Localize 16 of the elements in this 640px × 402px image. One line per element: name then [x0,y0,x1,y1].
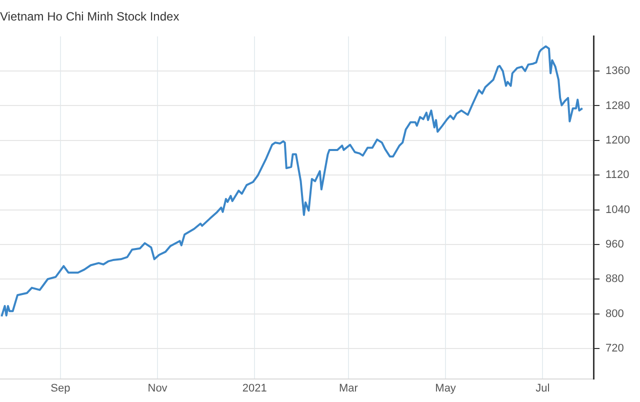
x-tick-label: Sep [50,382,70,394]
x-tick-label: May [435,382,456,394]
y-tick-label: 880 [606,273,624,286]
x-tick-label: Nov [148,382,168,394]
y-tick-label: 1280 [606,100,630,112]
y-tick-label: 800 [606,308,624,320]
y-tick-label: 1200 [606,134,630,146]
y-tick-label: 960 [606,238,624,250]
y-tick-label: 1360 [606,65,630,78]
y-tick-label: 1120 [606,169,630,182]
y-tick-label: 1040 [606,204,630,216]
y-tick-label: 720 [606,342,624,354]
chart-title: Vietnam Ho Chi Minh Stock Index [0,10,180,24]
x-tick-label: Jul [536,382,550,394]
x-tick-label: 2021 [242,382,267,394]
x-tick-label: Mar [339,382,358,394]
